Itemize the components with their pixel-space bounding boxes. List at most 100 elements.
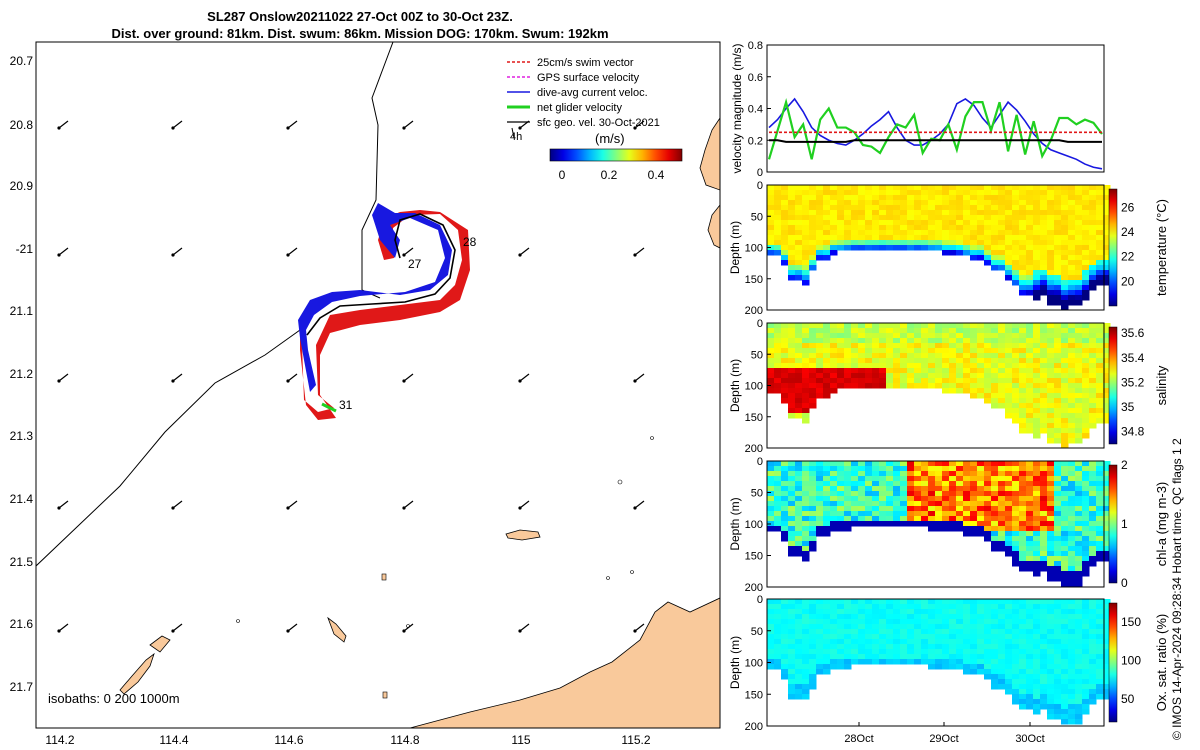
section-cell — [1068, 531, 1076, 537]
section-cell — [1019, 481, 1027, 487]
section-cell — [767, 496, 775, 502]
section-cell — [795, 275, 803, 281]
section-cell — [970, 619, 978, 625]
section-cell — [984, 629, 992, 635]
island-4 — [149, 635, 171, 653]
section-cell — [1061, 521, 1069, 527]
section-cell — [970, 328, 978, 334]
section-cell — [1082, 215, 1090, 221]
section-cell — [1061, 471, 1069, 477]
section-cell — [1075, 511, 1083, 517]
section-cell — [921, 461, 929, 467]
section-cell — [774, 491, 782, 497]
section-cell — [781, 348, 789, 354]
section-cell — [767, 654, 775, 660]
section-cell — [816, 614, 824, 620]
section-cell — [942, 501, 950, 507]
section-cell — [879, 659, 887, 665]
section-cell — [858, 373, 866, 379]
section-cell — [1054, 343, 1062, 349]
section-cell — [1012, 541, 1020, 547]
section-cell — [1019, 659, 1027, 665]
section-cell — [781, 664, 789, 670]
section-cell — [1019, 699, 1027, 705]
section-cell — [1068, 270, 1076, 276]
section-cell — [907, 521, 915, 527]
section-cell — [1005, 471, 1013, 477]
section-cell — [802, 225, 810, 231]
section-cell — [928, 190, 936, 196]
section-cell — [1033, 551, 1041, 557]
section-cell — [1005, 205, 1013, 211]
section-cell — [795, 333, 803, 339]
section-cell — [921, 654, 929, 660]
section-cell — [970, 516, 978, 522]
section-cell — [781, 599, 789, 605]
section-cell — [1047, 368, 1055, 374]
section-cell — [844, 205, 852, 211]
section-cell — [858, 323, 866, 329]
section-cell — [998, 496, 1006, 502]
section-cell — [991, 185, 999, 191]
section-cell — [977, 225, 985, 231]
section-cell — [872, 200, 880, 206]
section-cell — [1075, 556, 1083, 562]
section-cell — [1089, 200, 1097, 206]
section-cell — [858, 471, 866, 477]
section-cell — [1040, 210, 1048, 216]
section-cell — [767, 466, 775, 472]
section-cell — [1033, 556, 1041, 562]
section-cell — [942, 358, 950, 364]
section-cell — [837, 210, 845, 216]
section-cell — [998, 664, 1006, 670]
section-cell — [781, 200, 789, 206]
section-cell — [907, 348, 915, 354]
section-colorbar — [1108, 188, 1118, 307]
section-cell — [1005, 486, 1013, 492]
section-cell — [991, 471, 999, 477]
section-cell — [1026, 486, 1034, 492]
section-cell — [914, 516, 922, 522]
depth-tick-label: 50 — [751, 626, 763, 638]
section-cell — [1061, 694, 1069, 700]
section-cell — [956, 225, 964, 231]
section-cell — [1026, 501, 1034, 507]
section-cell — [872, 604, 880, 610]
section-cell — [1054, 674, 1062, 680]
section-cell — [802, 338, 810, 344]
map-colorbar-gradient — [549, 148, 683, 162]
section-cell — [1019, 471, 1027, 477]
section-cell — [823, 373, 831, 379]
section-cell — [1075, 521, 1083, 527]
section-cell — [1068, 338, 1076, 344]
section-cell — [1033, 383, 1041, 389]
section-cell — [907, 599, 915, 605]
section-cell — [781, 654, 789, 660]
section-cell — [1026, 541, 1034, 547]
section-cell — [900, 225, 908, 231]
section-cell — [998, 240, 1006, 246]
section-cell — [900, 205, 908, 211]
section-cell — [1005, 250, 1013, 256]
section-cell — [1005, 629, 1013, 635]
section-cell — [1089, 383, 1097, 389]
section-cell — [1033, 388, 1041, 394]
section-cell — [858, 225, 866, 231]
section-cell — [1103, 466, 1111, 472]
section-cell — [865, 200, 873, 206]
section-cell — [802, 230, 810, 236]
section-cell — [998, 639, 1006, 645]
section-cell — [1082, 511, 1090, 517]
section-cell — [865, 220, 873, 226]
section-cell — [1012, 546, 1020, 552]
section-cell — [823, 333, 831, 339]
section-cell — [1040, 333, 1048, 339]
section-cell — [795, 654, 803, 660]
section-cell — [956, 368, 964, 374]
section-cell — [907, 619, 915, 625]
section-cell — [1005, 190, 1013, 196]
section-cell — [1047, 704, 1055, 710]
section-cell — [1061, 599, 1069, 605]
section-cell — [907, 511, 915, 517]
section-cell — [788, 614, 796, 620]
